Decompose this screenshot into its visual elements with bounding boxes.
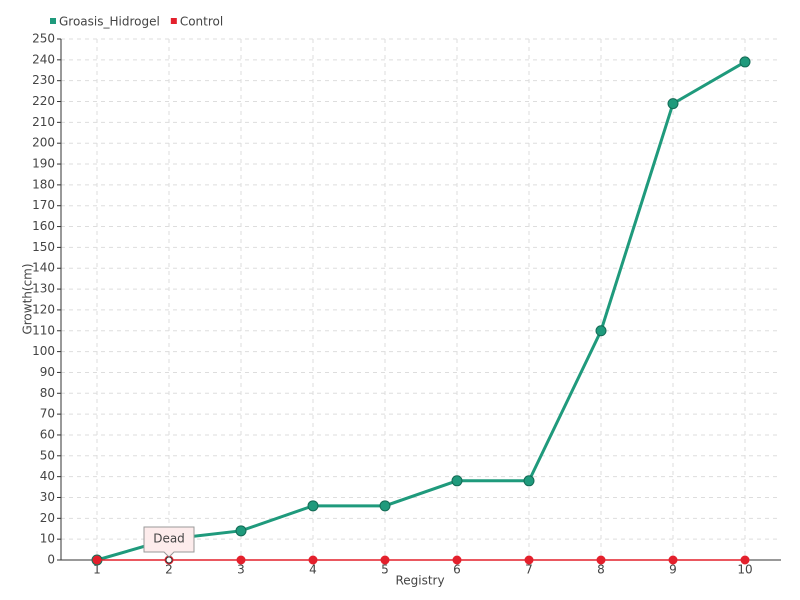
series-line (96, 60, 746, 562)
y-tick-label: 160 (32, 219, 55, 233)
data-point (740, 555, 750, 565)
data-point (596, 555, 606, 565)
data-point (451, 475, 463, 487)
y-tick-label: 140 (32, 261, 55, 275)
legend-swatch (170, 18, 177, 24)
y-tick-label: 250 (32, 32, 55, 46)
y-tick-label: 70 (40, 407, 55, 421)
y-tick-label: 120 (32, 302, 55, 316)
y-tick-label: 170 (32, 198, 55, 212)
x-tick-label: 10 (737, 563, 752, 577)
tooltip-box (143, 526, 195, 558)
y-tick-label: 240 (32, 52, 55, 66)
data-point (595, 325, 607, 337)
y-tick-label: 190 (32, 157, 55, 171)
y-tick-label: 10 (40, 532, 55, 546)
highlight-point (165, 556, 173, 564)
y-tick-label: 30 (40, 490, 55, 504)
data-point (452, 555, 462, 565)
y-tick-label: 20 (40, 511, 55, 525)
y-tick-label: 100 (32, 344, 55, 358)
data-point (308, 555, 318, 565)
data-point (380, 555, 390, 565)
x-axis-label: Registry (395, 574, 444, 588)
x-tick-label: 4 (309, 563, 317, 577)
data-point (523, 475, 535, 487)
x-tick-label: 7 (525, 563, 533, 577)
y-tick-label: 60 (40, 427, 55, 441)
tooltip-text: Dead (153, 532, 185, 546)
y-tick-label: 40 (40, 469, 55, 483)
x-tick-label: 6 (453, 563, 461, 577)
data-point (236, 555, 246, 565)
tooltip: Dead (143, 526, 195, 558)
x-tick-label: 5 (381, 563, 389, 577)
x-tick-label: 3 (237, 563, 245, 577)
y-tick-label: 110 (32, 323, 55, 337)
x-tick-label: 8 (597, 563, 605, 577)
data-point (667, 98, 679, 110)
data-point (92, 555, 102, 565)
data-point (307, 500, 319, 512)
legend-swatch (50, 18, 56, 24)
y-tick-label: 80 (40, 386, 55, 400)
y-tick-label: 50 (40, 448, 55, 462)
y-tick-label: 230 (32, 73, 55, 87)
data-point (235, 525, 247, 537)
data-point (524, 555, 534, 565)
data-point (739, 56, 751, 68)
y-tick-label: 130 (32, 282, 55, 296)
y-axis-label: Growth(cm) (21, 263, 35, 334)
legend-label: Groasis_Hidrogel (59, 15, 160, 29)
legend-label: Control (180, 15, 223, 29)
y-tick-label: 0 (47, 553, 55, 567)
x-tick-label: 9 (669, 563, 677, 577)
y-tick-label: 210 (32, 115, 55, 129)
y-tick-label: 220 (32, 94, 55, 108)
data-point (379, 500, 391, 512)
y-tick-label: 200 (32, 136, 55, 150)
x-tick-label: 2 (165, 563, 173, 577)
y-tick-label: 150 (32, 240, 55, 254)
y-tick-label: 180 (32, 177, 55, 191)
y-tick-label: 90 (40, 365, 55, 379)
x-tick-label: 1 (93, 563, 101, 577)
data-point (668, 555, 678, 565)
